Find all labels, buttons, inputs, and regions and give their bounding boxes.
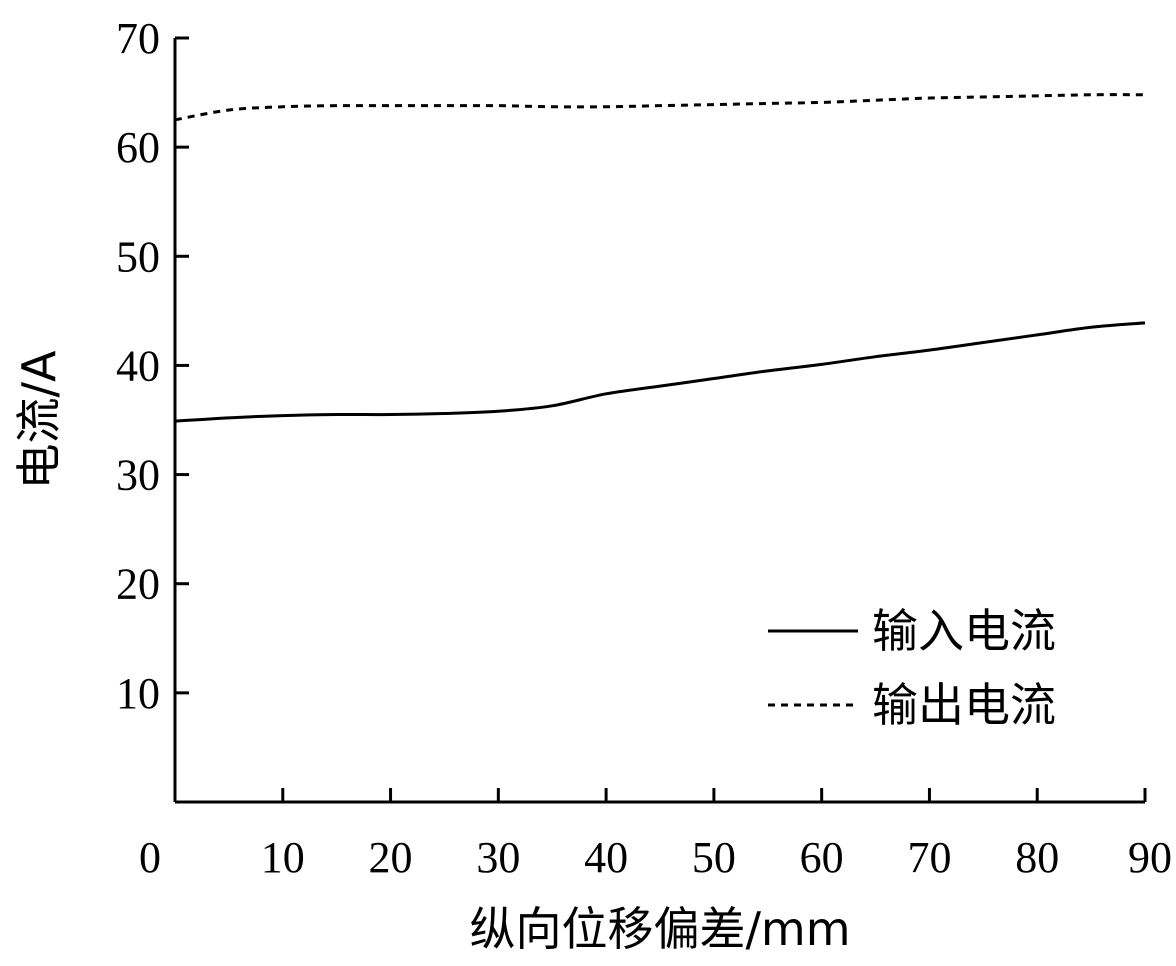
- y-tick-label: 10: [116, 669, 160, 718]
- x-tick-label: 60: [800, 833, 844, 882]
- legend-label-1: 输入电流: [872, 604, 1056, 658]
- series-line-1: [174, 321, 1146, 423]
- series-line-2: [174, 93, 1146, 122]
- y-axis-label: 电流/A: [12, 350, 66, 489]
- x-tick-label: 70: [907, 833, 951, 882]
- x-tick-label: 10: [261, 833, 305, 882]
- y-tick-label: 60: [116, 123, 160, 172]
- x-tick-label: 90: [1128, 833, 1172, 882]
- y-tick-label: 70: [116, 14, 160, 63]
- y-tick-label: 50: [116, 232, 160, 281]
- x-ticks: 0 10 20 30 40 50 60 70 80 90: [139, 788, 1172, 882]
- y-tick-label: 40: [116, 341, 160, 390]
- y-ticks: 10 20 30 40 50 60 70: [116, 14, 189, 718]
- x-tick-label: 50: [692, 833, 736, 882]
- x-tick-label: 80: [1015, 833, 1059, 882]
- x-axis-label: 纵向位移偏差/mm: [469, 902, 850, 956]
- legend-label-2: 输出电流: [872, 678, 1056, 732]
- x-tick-label: 20: [369, 833, 413, 882]
- y-tick-label: 30: [116, 451, 160, 500]
- x-tick-label: 0: [139, 833, 161, 882]
- y-tick-label: 20: [116, 560, 160, 609]
- series-layer: [174, 93, 1146, 423]
- x-tick-label: 40: [584, 833, 628, 882]
- x-tick-label: 30: [476, 833, 520, 882]
